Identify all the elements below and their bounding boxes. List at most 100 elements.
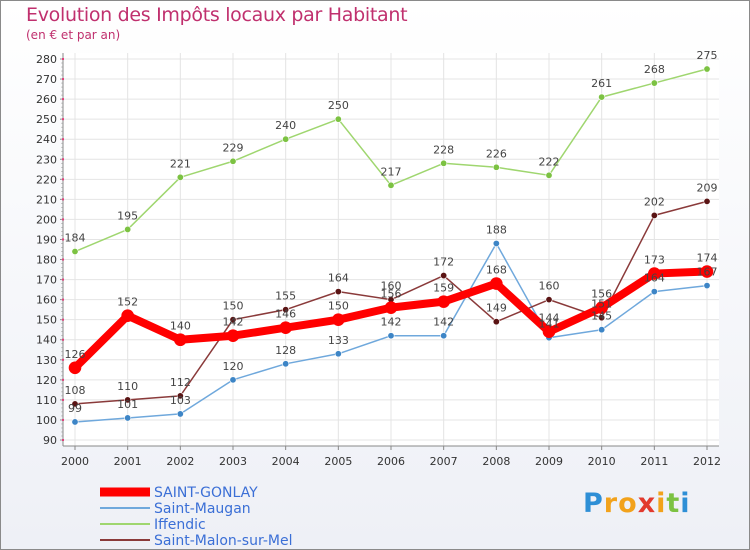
logo-letter: P — [583, 488, 604, 519]
data-point — [650, 79, 658, 87]
y-axis-accent — [62, 378, 64, 381]
data-point — [226, 329, 240, 343]
data-point — [492, 163, 500, 171]
data-label: 152 — [117, 296, 138, 309]
data-label: 149 — [486, 302, 507, 315]
legend-label: Iffendic — [154, 517, 206, 533]
data-label: 184 — [65, 232, 86, 245]
data-point — [440, 159, 448, 167]
data-label: 168 — [486, 264, 507, 277]
data-point — [703, 282, 711, 290]
y-tick-label: 180 — [36, 254, 57, 267]
data-label: 261 — [591, 77, 612, 90]
y-tick-label: 90 — [43, 434, 57, 447]
data-point — [334, 115, 342, 123]
chart-title: Evolution des Impôts locaux par Habitant — [26, 4, 408, 26]
data-point — [174, 333, 187, 347]
x-tick-label: 2001 — [114, 455, 142, 468]
data-label: 141 — [539, 318, 560, 331]
series-saint-maugan — [71, 239, 711, 426]
data-point — [492, 318, 500, 326]
y-tick-label: 280 — [36, 53, 57, 66]
data-point — [648, 267, 661, 280]
data-label: 188 — [486, 223, 507, 236]
data-label: 142 — [381, 316, 402, 329]
y-tick-label: 160 — [36, 294, 57, 307]
data-label: 142 — [223, 316, 244, 329]
data-label: 155 — [275, 290, 296, 303]
y-tick-label: 220 — [36, 173, 57, 186]
logo-letter: i — [656, 488, 667, 519]
data-point — [176, 392, 184, 400]
data-label: 126 — [65, 348, 86, 361]
data-label: 103 — [170, 394, 191, 407]
x-tick-label: 2003 — [219, 455, 247, 468]
x-tick-label: 2010 — [588, 455, 616, 468]
data-label: 173 — [644, 254, 665, 267]
y-tick-label: 270 — [36, 73, 57, 86]
data-label: 128 — [275, 344, 296, 357]
y-tick-label: 100 — [36, 414, 57, 427]
y-axis-accent — [62, 138, 64, 141]
data-label: 228 — [433, 143, 454, 156]
y-axis-accent — [62, 338, 64, 341]
data-label: 195 — [117, 209, 138, 222]
data-point — [71, 400, 79, 408]
data-point — [334, 288, 342, 296]
data-point — [545, 296, 553, 304]
data-point — [68, 361, 82, 375]
data-label: 150 — [223, 300, 244, 313]
data-point — [334, 350, 342, 358]
logo-letter: x — [637, 488, 657, 519]
y-axis-accent — [62, 418, 64, 421]
data-point — [71, 248, 79, 256]
logo-letter: i — [680, 488, 691, 519]
logo-letter: o — [618, 488, 638, 519]
data-point — [71, 418, 79, 426]
x-tick-label: 2004 — [272, 455, 300, 468]
y-tick-label: 210 — [36, 193, 57, 206]
data-point — [700, 265, 714, 278]
data-point — [282, 360, 290, 368]
data-point — [598, 326, 606, 334]
data-label: 120 — [223, 360, 244, 373]
data-label: 151 — [591, 298, 612, 311]
data-point — [332, 313, 345, 326]
data-point — [440, 332, 448, 340]
legend-label: Saint-Maugan — [154, 501, 251, 517]
data-label: 112 — [170, 376, 191, 389]
legend-item: SAINT-GONLAY — [100, 485, 258, 501]
data-label: 156 — [591, 288, 612, 301]
y-axis-accent — [62, 198, 64, 201]
y-tick-label: 110 — [36, 394, 57, 407]
data-point — [279, 321, 292, 335]
data-label: 250 — [328, 99, 349, 112]
legend-item: Saint-Maugan — [100, 501, 251, 517]
data-point — [124, 225, 132, 233]
data-label: 275 — [697, 49, 718, 62]
series-iffendic — [71, 65, 711, 256]
data-label: 142 — [433, 316, 454, 329]
data-label: 110 — [117, 380, 138, 393]
data-point — [384, 301, 398, 314]
x-tick-label: 2006 — [377, 455, 405, 468]
data-label: 268 — [644, 63, 665, 76]
legend-item: Iffendic — [100, 517, 206, 533]
data-label: 229 — [223, 141, 244, 154]
data-point — [545, 171, 553, 179]
data-point — [703, 197, 711, 205]
data-point — [229, 376, 237, 384]
y-tick-label: 230 — [36, 153, 57, 166]
x-tick-label: 2005 — [324, 455, 352, 468]
data-point — [490, 277, 503, 290]
data-point — [282, 306, 290, 314]
data-point — [598, 314, 606, 322]
data-label: 101 — [117, 398, 138, 411]
data-point — [595, 301, 608, 314]
y-axis-accent — [62, 158, 64, 161]
data-point — [387, 181, 395, 189]
data-point — [176, 173, 184, 181]
data-label: 133 — [328, 334, 349, 347]
data-label: 167 — [697, 266, 718, 279]
